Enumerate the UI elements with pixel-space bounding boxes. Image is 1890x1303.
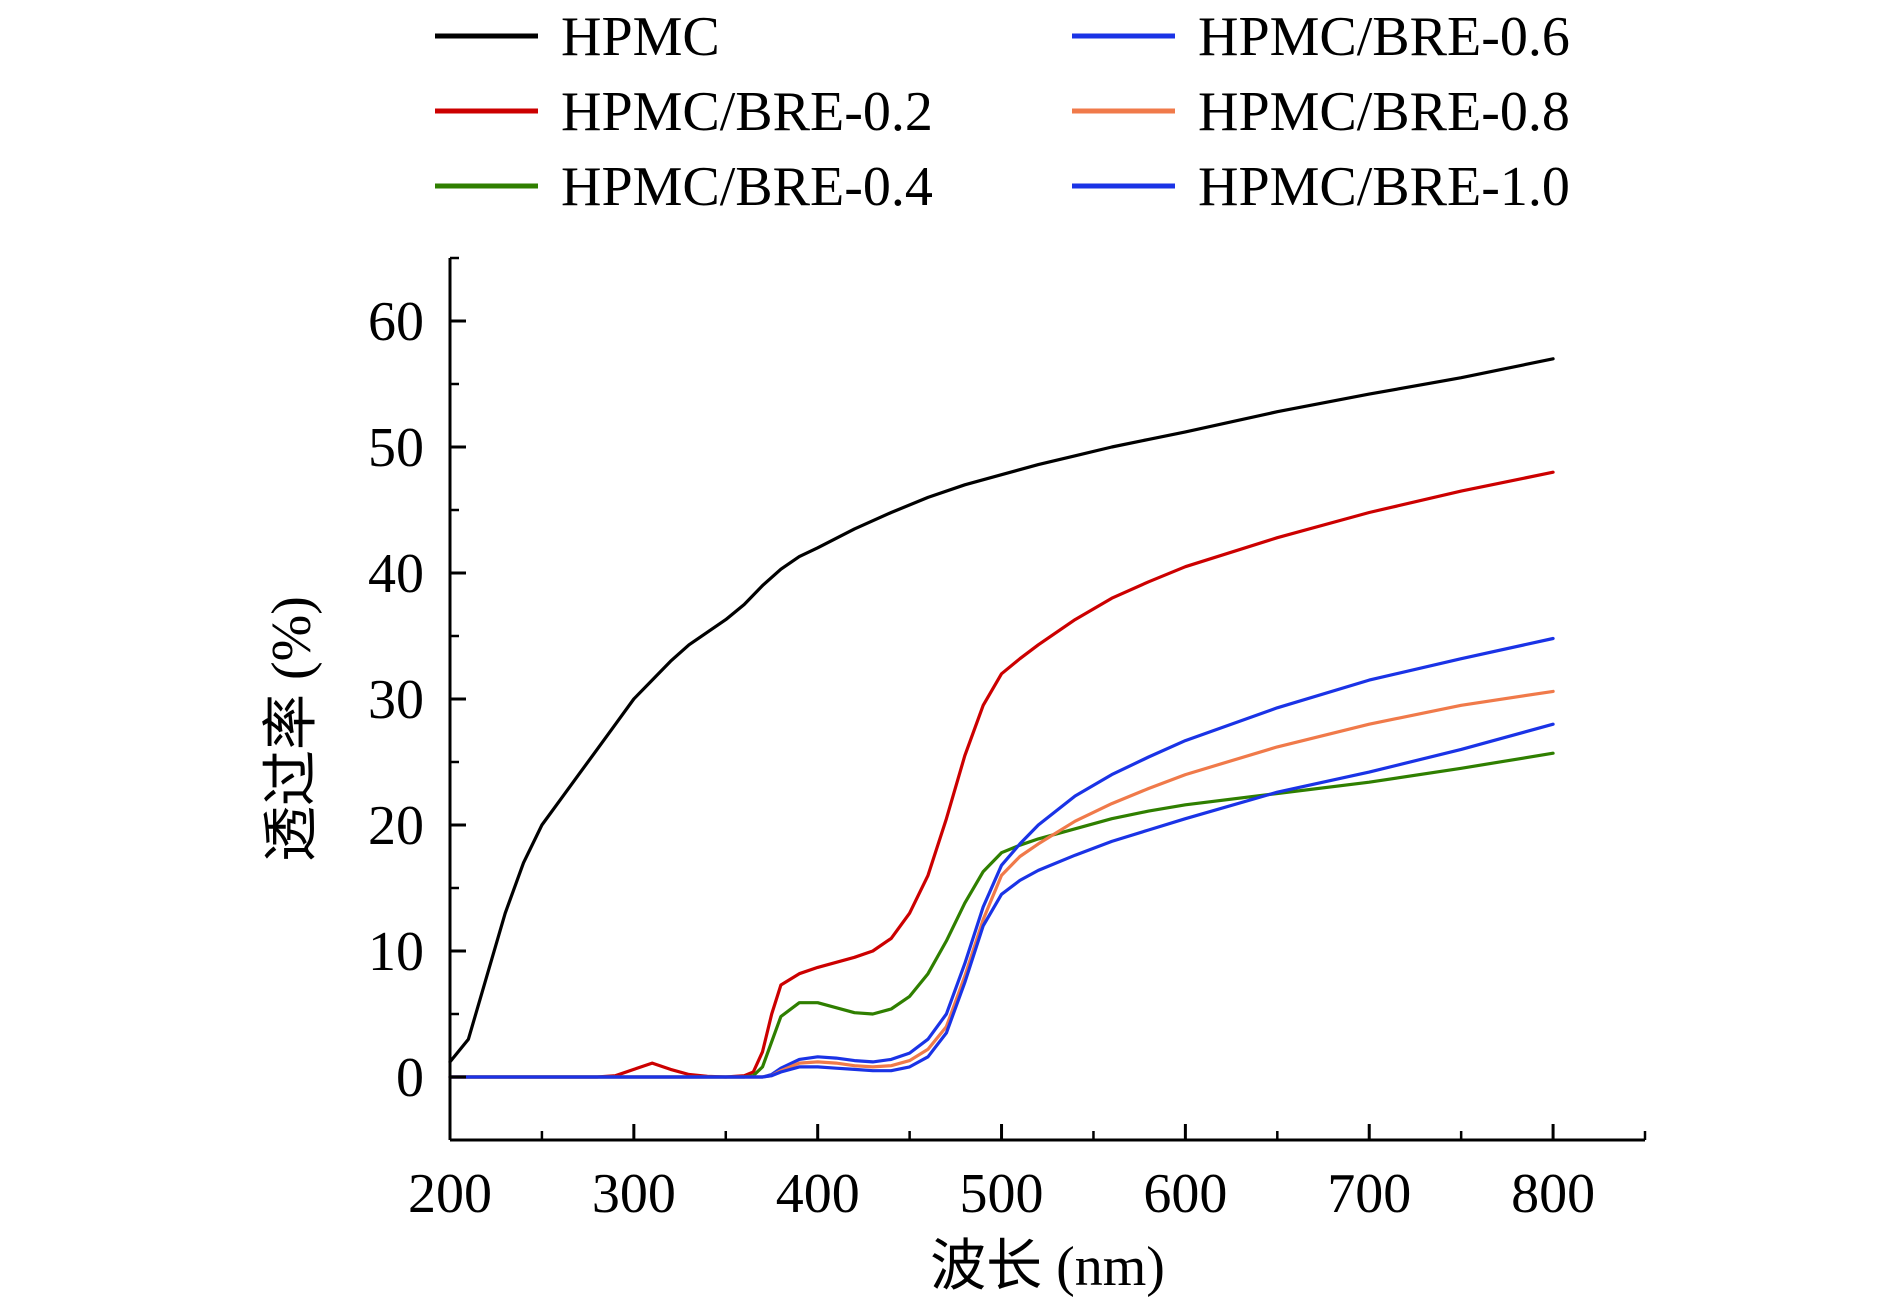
y-axis-title: 透过率 (%) (261, 596, 323, 862)
axes: 200 300 400 500 600 700 800 0 10 20 30 40 50 60 (368, 256, 1647, 1225)
series-line-0 (448, 357, 1555, 1064)
x-tick-label: 300 (592, 1163, 676, 1225)
series-line-1 (448, 470, 1555, 1079)
y-tick-label: 30 (368, 669, 424, 731)
series-line-2 (448, 751, 1555, 1079)
legend: HPMC HPMC/BRE-0.2 HPMC/BRE-0.4 HPMC/BRE-0.6… (435, 6, 1570, 218)
x-tick-label: 400 (776, 1163, 860, 1225)
y-tick-label: 0 (396, 1047, 424, 1109)
series-line-4 (448, 689, 1555, 1079)
series-line-3 (448, 636, 1555, 1079)
legend-label-5: HPMC/BRE-1.0 (1198, 156, 1570, 218)
series-layer (448, 357, 1555, 1079)
legend-label-0: HPMC (561, 6, 720, 68)
x-tick-label: 800 (1511, 1163, 1595, 1225)
y-tick-label: 20 (368, 795, 424, 857)
x-tick-label: 200 (408, 1163, 492, 1225)
y-tick-label: 60 (368, 291, 424, 353)
y-tick-label: 50 (368, 417, 424, 479)
series-line-5 (448, 722, 1555, 1079)
x-tick-label: 700 (1327, 1163, 1411, 1225)
x-axis-title: 波长 (nm) (930, 1236, 1165, 1298)
y-tick-label: 10 (368, 921, 424, 983)
legend-label-3: HPMC/BRE-0.6 (1198, 6, 1570, 68)
x-tick-label: 500 (960, 1163, 1044, 1225)
y-tick-label: 40 (368, 543, 424, 605)
legend-label-2: HPMC/BRE-0.4 (561, 156, 933, 218)
x-tick-label: 600 (1143, 1163, 1227, 1225)
legend-label-4: HPMC/BRE-0.8 (1198, 81, 1570, 143)
legend-label-1: HPMC/BRE-0.2 (561, 81, 933, 143)
